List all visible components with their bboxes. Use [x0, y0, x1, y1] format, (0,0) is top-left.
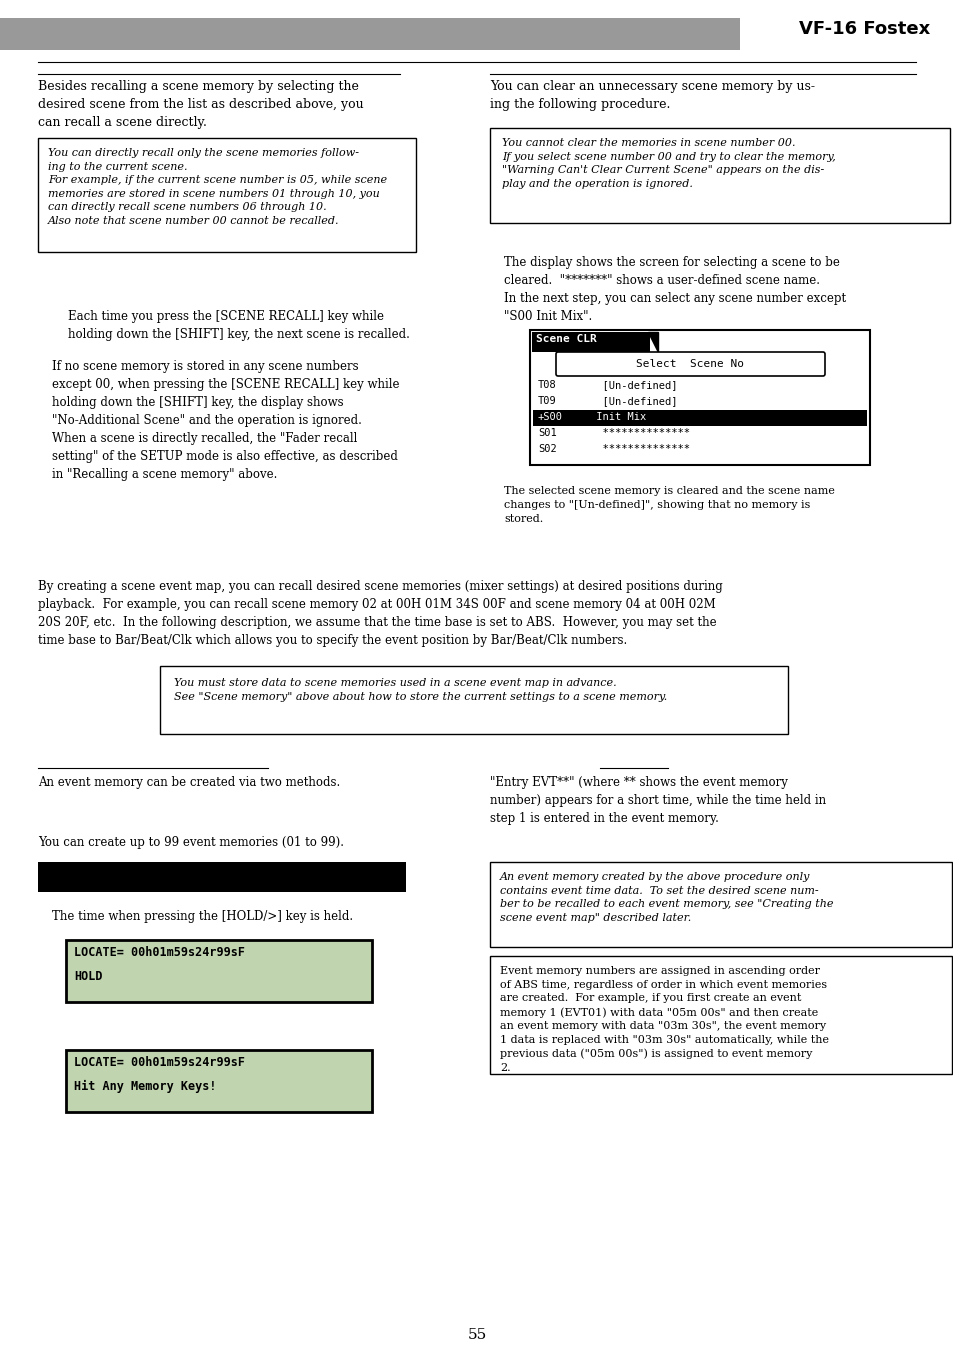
Text: Scene CLR: Scene CLR: [536, 334, 597, 345]
Bar: [533, 409, 866, 426]
Text: Event memory numbers are assigned in ascending order
of ABS time, regardless of : Event memory numbers are assigned in asc…: [499, 966, 828, 1073]
Text: HOLD: HOLD: [74, 970, 102, 984]
Bar: [490, 128, 949, 223]
Text: S02: S02: [537, 444, 557, 454]
Text: 55: 55: [467, 1328, 486, 1342]
Text: You can clear an unnecessary scene memory by us-
ing the following procedure.: You can clear an unnecessary scene memor…: [490, 80, 814, 111]
Text: VF-16 Fostex: VF-16 Fostex: [798, 20, 929, 38]
Text: +S00: +S00: [537, 412, 562, 422]
Bar: [530, 330, 869, 465]
Text: T09: T09: [537, 396, 557, 407]
Bar: [490, 957, 951, 1074]
Text: You must store data to scene memories used in a scene event map in advance.
See : You must store data to scene memories us…: [173, 678, 666, 703]
Text: By creating a scene event map, you can recall desired scene memories (mixer sett: By creating a scene event map, you can r…: [38, 580, 722, 647]
Text: Each time you press the [SCENE RECALL] key while
holding down the [SHIFT] key, t: Each time you press the [SCENE RECALL] k…: [68, 309, 410, 340]
Text: The display shows the screen for selecting a scene to be
cleared.  "*******" sho: The display shows the screen for selecti…: [503, 255, 845, 323]
Text: Hit Any Memory Keys!: Hit Any Memory Keys!: [74, 1079, 216, 1093]
Bar: [532, 332, 649, 353]
Text: LOCATE= 00h01m59s24r99sF: LOCATE= 00h01m59s24r99sF: [74, 1056, 245, 1069]
Bar: [38, 862, 406, 892]
Text: You cannot clear the memories in scene number 00.
If you select scene number 00 : You cannot clear the memories in scene n…: [501, 138, 835, 189]
Text: [Un-defined]: [Un-defined]: [589, 380, 677, 390]
Text: LOCATE= 00h01m59s24r99sF: LOCATE= 00h01m59s24r99sF: [74, 946, 245, 959]
Bar: [0, 18, 740, 50]
Bar: [66, 1050, 372, 1112]
Text: The selected scene memory is cleared and the scene name
changes to "[Un-defined]: The selected scene memory is cleared and…: [503, 486, 834, 524]
Bar: [38, 138, 416, 253]
Text: S01: S01: [537, 428, 557, 438]
Text: The time when pressing the [HOLD/>] key is held.: The time when pressing the [HOLD/>] key …: [52, 911, 353, 923]
Text: T08: T08: [537, 380, 557, 390]
Bar: [66, 940, 372, 1002]
Text: An event memory created by the above procedure only
contains event time data.  T: An event memory created by the above pro…: [499, 871, 833, 923]
Text: Select  Scene No: Select Scene No: [636, 359, 743, 369]
Text: An event memory can be created via two methods.: An event memory can be created via two m…: [38, 775, 340, 789]
Text: [Un-defined]: [Un-defined]: [589, 396, 677, 407]
Bar: [490, 862, 951, 947]
Text: Besides recalling a scene memory by selecting the
desired scene from the list as: Besides recalling a scene memory by sele…: [38, 80, 363, 128]
Text: You can create up to 99 event memories (01 to 99).: You can create up to 99 event memories (…: [38, 836, 344, 848]
Polygon shape: [647, 332, 658, 353]
Text: "Entry EVT**" (where ** shows the event memory
number) appears for a short time,: "Entry EVT**" (where ** shows the event …: [490, 775, 825, 825]
Text: If no scene memory is stored in any scene numbers
except 00, when pressing the [: If no scene memory is stored in any scen…: [52, 359, 399, 481]
FancyBboxPatch shape: [556, 353, 824, 376]
Text: **************: **************: [589, 428, 689, 438]
Bar: [160, 666, 787, 734]
Text: **************: **************: [589, 444, 689, 454]
Text: You can directly recall only the scene memories follow-
ing to the current scene: You can directly recall only the scene m…: [48, 149, 387, 226]
Text: Init Mix: Init Mix: [589, 412, 645, 422]
